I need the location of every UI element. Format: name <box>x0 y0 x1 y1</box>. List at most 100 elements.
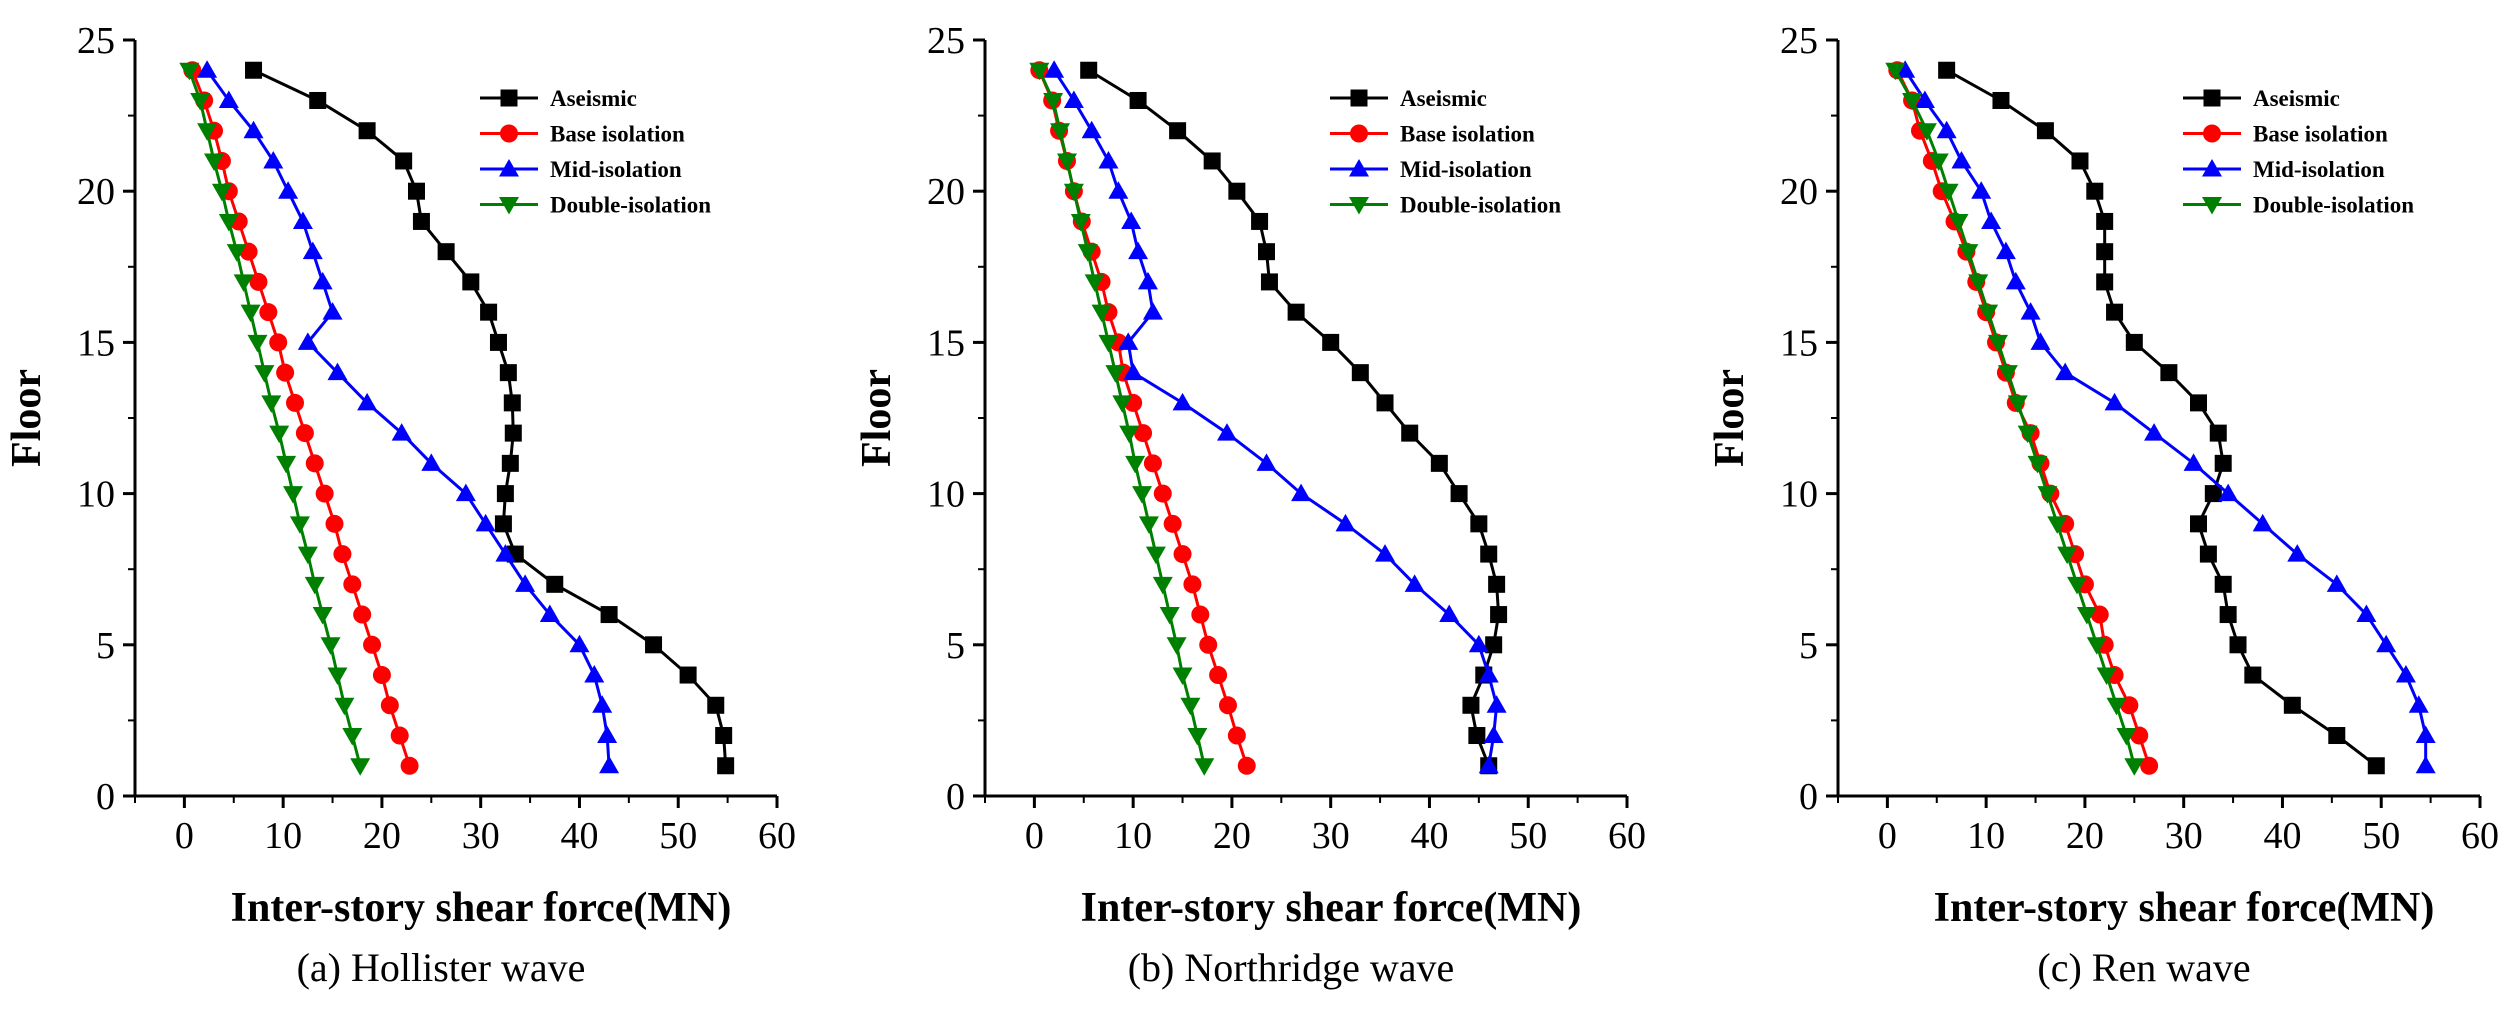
data-point <box>1218 696 1237 715</box>
data-point <box>1486 695 1507 713</box>
data-point <box>1137 271 1158 290</box>
y-tick-label: 5 <box>96 625 115 667</box>
x-tick-label: 50 <box>2362 815 2400 857</box>
data-point <box>276 455 297 474</box>
data-point <box>2183 453 2204 471</box>
y-axis-title: Floor <box>1707 369 1753 467</box>
data-point <box>1470 515 1488 533</box>
x-tick-label: 10 <box>264 815 302 857</box>
data-point <box>1143 454 1162 473</box>
y-tick-label: 10 <box>77 474 115 516</box>
data-point <box>1480 545 1498 563</box>
data-point <box>515 574 536 592</box>
data-point <box>276 363 295 382</box>
data-point <box>320 637 341 655</box>
data-point <box>1375 544 1396 562</box>
data-point <box>546 575 564 593</box>
data-point <box>2140 756 2159 775</box>
data-point <box>1376 394 1394 412</box>
data-point <box>2125 333 2143 351</box>
data-point <box>1885 62 1906 81</box>
legend-entry-label: Aseismic <box>2253 86 2340 111</box>
data-point <box>1468 727 1486 745</box>
data-point <box>1256 453 1277 471</box>
x-tick-label: 0 <box>1025 815 1044 857</box>
data-point <box>2415 725 2436 744</box>
data-point <box>1227 726 1246 745</box>
data-point <box>2120 696 2139 715</box>
x-tick-label: 40 <box>560 815 598 857</box>
data-point <box>569 634 590 653</box>
y-tick-label: 20 <box>77 171 115 213</box>
data-point <box>1401 424 1419 442</box>
data-point <box>254 365 275 383</box>
x-tick-label: 60 <box>2461 815 2499 857</box>
data-point <box>1483 725 1504 744</box>
data-point <box>480 303 498 321</box>
series-base-isolation <box>1030 61 1256 775</box>
legend-entry-label: Mid-isolation <box>550 157 682 182</box>
data-point <box>245 61 263 79</box>
x-tick-label: 10 <box>1114 815 1152 857</box>
data-point <box>1118 332 1139 350</box>
data-point <box>2408 695 2429 713</box>
data-point <box>2328 727 2346 745</box>
data-point <box>1123 362 1144 381</box>
data-point <box>2160 364 2178 382</box>
data-point <box>494 515 512 533</box>
y-tick-label: 10 <box>1780 474 1818 516</box>
data-point <box>247 334 268 353</box>
data-point <box>592 695 613 713</box>
data-point <box>2047 516 2068 534</box>
data-point <box>1163 514 1182 533</box>
data-point <box>1978 304 1999 323</box>
data-point <box>2116 728 2137 746</box>
y-tick-label: 0 <box>946 776 965 818</box>
data-point <box>190 92 211 111</box>
x-tick-label: 50 <box>659 815 697 857</box>
data-point <box>2356 604 2377 623</box>
series-double-isolation <box>1885 62 2145 776</box>
data-point <box>1152 576 1173 595</box>
x-tick-label: 0 <box>1878 815 1897 857</box>
data-point <box>421 453 442 471</box>
data-point <box>1153 484 1172 503</box>
data-point <box>2367 757 2385 775</box>
legend-swatch-marker <box>2202 159 2222 177</box>
data-point <box>1468 634 1489 653</box>
data-point <box>350 758 371 776</box>
y-tick-label: 0 <box>96 776 115 818</box>
data-point <box>679 666 697 684</box>
data-point <box>249 272 268 291</box>
data-point <box>1183 575 1202 594</box>
data-point <box>2020 302 2041 320</box>
data-point <box>462 273 480 291</box>
data-point <box>211 183 232 202</box>
legend-entry-label: Mid-isolation <box>2253 157 2385 182</box>
data-point <box>2104 392 2125 411</box>
y-tick-label: 15 <box>1780 322 1818 364</box>
legend-entry-label: Base isolation <box>1400 122 1535 147</box>
legend-swatch-marker <box>499 197 519 215</box>
data-point <box>283 486 304 504</box>
data-point <box>1902 92 1923 111</box>
series-mid-isolation <box>197 60 620 774</box>
data-point <box>1995 241 2016 260</box>
data-point <box>412 212 430 230</box>
data-point <box>2214 454 2232 472</box>
series-double-isolation <box>1029 62 1215 776</box>
legend-swatch-marker <box>2203 89 2221 107</box>
data-point <box>240 304 261 323</box>
data-point <box>358 122 376 140</box>
data-point <box>353 605 372 624</box>
data-point <box>1430 454 1448 472</box>
data-point <box>1203 152 1221 170</box>
data-point <box>1216 423 1237 441</box>
data-point <box>1914 90 1935 108</box>
legend: Aseismic Base isolation Mid-isolation Doubl… <box>480 86 711 218</box>
data-point <box>475 513 496 532</box>
data-point <box>289 516 310 534</box>
data-point <box>1237 756 1256 775</box>
data-point <box>197 60 218 78</box>
x-tick-label: 20 <box>2066 815 2104 857</box>
